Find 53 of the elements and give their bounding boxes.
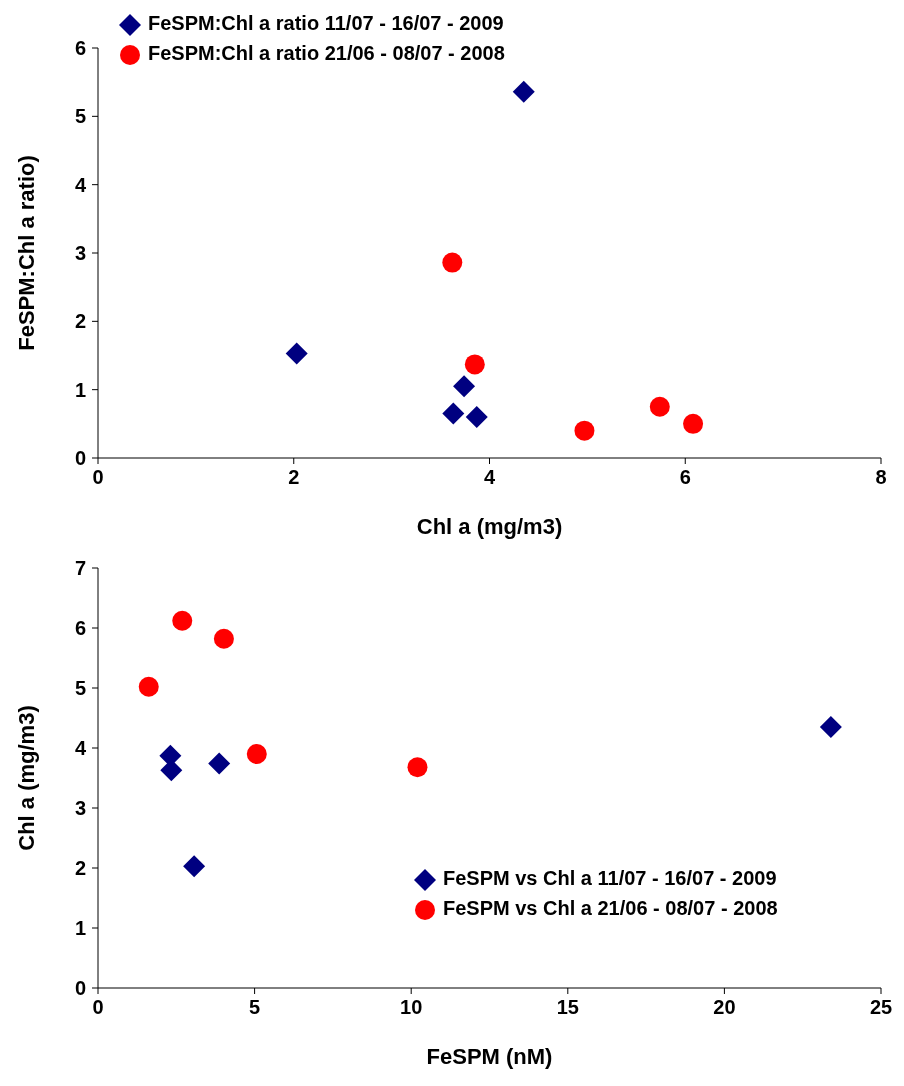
point [285, 342, 308, 365]
y-tick-label: 2 [74, 857, 86, 880]
legend-label: FeSPM vs Chl a 11/07 - 16/07 - 2009 [443, 867, 777, 889]
y-tick-label: 5 [74, 105, 86, 128]
y-tick-label: 6 [74, 37, 86, 60]
y-tick-label: 7 [74, 557, 86, 580]
point [574, 420, 595, 441]
x-tick-label: 5 [249, 996, 261, 1019]
legend-label: FeSPM:Chl a ratio 11/07 - 16/07 - 2009 [148, 12, 504, 34]
x-tick-label: 6 [679, 466, 691, 489]
point [183, 855, 206, 878]
point [464, 354, 485, 375]
point [819, 716, 842, 738]
y-tick-label: 4 [74, 173, 87, 196]
y-tick-label: 3 [74, 242, 86, 265]
y-tick-label: 2 [74, 310, 86, 333]
point [442, 252, 463, 273]
point [208, 752, 231, 775]
x-axis-title: FeSPM (nM) [426, 1044, 553, 1069]
y-tick-label: 1 [74, 378, 86, 401]
point [649, 396, 670, 417]
x-tick-label: 0 [92, 466, 104, 489]
y-tick-label: 5 [74, 677, 86, 700]
x-tick-label: 8 [875, 466, 887, 489]
point [512, 80, 535, 103]
x-tick-label: 4 [483, 466, 496, 489]
y-tick-label: 6 [74, 617, 86, 640]
point [213, 628, 234, 649]
point [453, 375, 476, 398]
y-tick-label: 0 [74, 977, 86, 1000]
point [442, 402, 465, 425]
point [407, 757, 428, 778]
x-tick-label: 0 [92, 996, 104, 1019]
x-tick-label: 15 [556, 996, 579, 1019]
x-tick-label: 25 [869, 996, 893, 1019]
point [683, 413, 704, 434]
x-tick-label: 2 [288, 466, 300, 489]
y-axis-title: Chl a (mg/m3) [13, 705, 39, 851]
y-tick-label: 3 [74, 797, 86, 820]
y-tick-label: 4 [74, 737, 87, 760]
y-tick-label: 1 [74, 917, 86, 940]
x-axis-title: Chl a (mg/m3) [416, 514, 563, 539]
y-axis-title: FeSPM:Chl a ratio) [13, 155, 39, 351]
point [138, 676, 159, 697]
point [246, 744, 267, 764]
legend-label: FeSPM vs Chl a 21/06 - 08/07 - 2008 [443, 897, 778, 919]
x-tick-label: 20 [713, 996, 736, 1019]
x-tick-label: 10 [400, 996, 423, 1019]
point [160, 759, 183, 782]
legend-label: FeSPM:Chl a ratio 21/06 - 08/07 - 2008 [148, 42, 505, 64]
y-tick-label: 0 [74, 447, 86, 470]
point [172, 610, 193, 631]
point [465, 406, 488, 428]
